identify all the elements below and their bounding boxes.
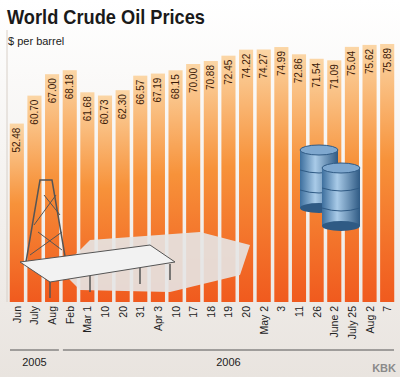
source: KBK (372, 362, 396, 374)
barrel-top (300, 145, 338, 155)
data-label: 52.48 (11, 127, 22, 152)
x-tick-label: Aug (46, 306, 58, 325)
data-label: 75.89 (382, 48, 393, 73)
bar (274, 47, 288, 302)
x-tick-label: 18 (205, 306, 217, 318)
x-tick-label: July (28, 305, 40, 324)
x-tick-label: Jun (11, 306, 23, 323)
data-label: 71.09 (329, 64, 340, 89)
data-label: 70.88 (205, 65, 216, 90)
title: World Crude Oil Prices (7, 5, 205, 28)
data-label: 66.57 (135, 79, 146, 104)
data-label: 68.18 (64, 74, 75, 99)
x-tick-label: 20 (117, 306, 129, 318)
y-axis-line (7, 30, 8, 302)
data-label: 60.70 (29, 99, 40, 124)
x-tick-label: 3 (275, 306, 287, 312)
bar (10, 124, 24, 302)
group-label: 2006 (216, 356, 240, 368)
rig-deck (20, 245, 175, 282)
decoration (20, 145, 360, 298)
data-label: 72.45 (223, 59, 234, 84)
x-tick-label: June 2 (328, 306, 340, 338)
data-label: 75.62 (364, 48, 375, 73)
bar (380, 44, 394, 302)
data-label: 74.27 (258, 53, 269, 78)
x-tick-label: 31 (134, 306, 146, 318)
subtitle: $ per barrel (8, 35, 64, 47)
data-label: 67.19 (152, 77, 163, 102)
group-line (10, 350, 59, 351)
x-tick-label: Aug 2 (364, 306, 376, 334)
data-label: 75.04 (346, 50, 357, 75)
x-tick-label: July 25 (346, 306, 358, 339)
barrel-top (322, 163, 360, 173)
group-label: 2005 (22, 356, 46, 368)
data-label: 60.73 (100, 99, 111, 124)
x-tick-label: 19 (222, 306, 234, 318)
bars (10, 44, 394, 302)
rig-tower (26, 180, 66, 262)
data-label: 74.22 (241, 53, 252, 78)
x-tick-label: Feb (64, 306, 76, 324)
data-label: 72.86 (294, 58, 305, 83)
data-label: 67.00 (47, 78, 58, 103)
data-label: 71.54 (311, 62, 322, 87)
rig-legs (50, 264, 170, 298)
group-line (63, 350, 394, 351)
x-tick-label: 10 (170, 306, 182, 318)
bar (362, 45, 376, 302)
x-tick-label: 20 (240, 306, 252, 318)
data-label: 74.99 (276, 51, 287, 76)
background (0, 0, 400, 377)
rig-braces (30, 195, 62, 255)
barrel-body (322, 168, 360, 226)
barrel-bottom (322, 221, 360, 231)
x-tick-label: 10 (99, 306, 111, 318)
x-tick-label: Apr 3 (152, 306, 164, 331)
x-tick-label: Mar 1 (81, 306, 93, 333)
data-label: 70.00 (188, 68, 199, 93)
data-label: 68.15 (170, 74, 181, 99)
chart: World Crude Oil Prices $ per barrel 52.48 6… (0, 0, 400, 377)
bar (257, 49, 271, 302)
x-tick-label: 26 (311, 306, 323, 318)
x-tick-label: May 2 (258, 306, 270, 335)
x-tick-label: 7 (381, 306, 393, 312)
x-tick-label: 17 (187, 306, 199, 318)
x-tick-label: 11 (293, 306, 305, 317)
barrel-rings (322, 188, 360, 211)
data-label: 61.68 (82, 96, 93, 121)
data-label: 62.30 (117, 94, 128, 119)
